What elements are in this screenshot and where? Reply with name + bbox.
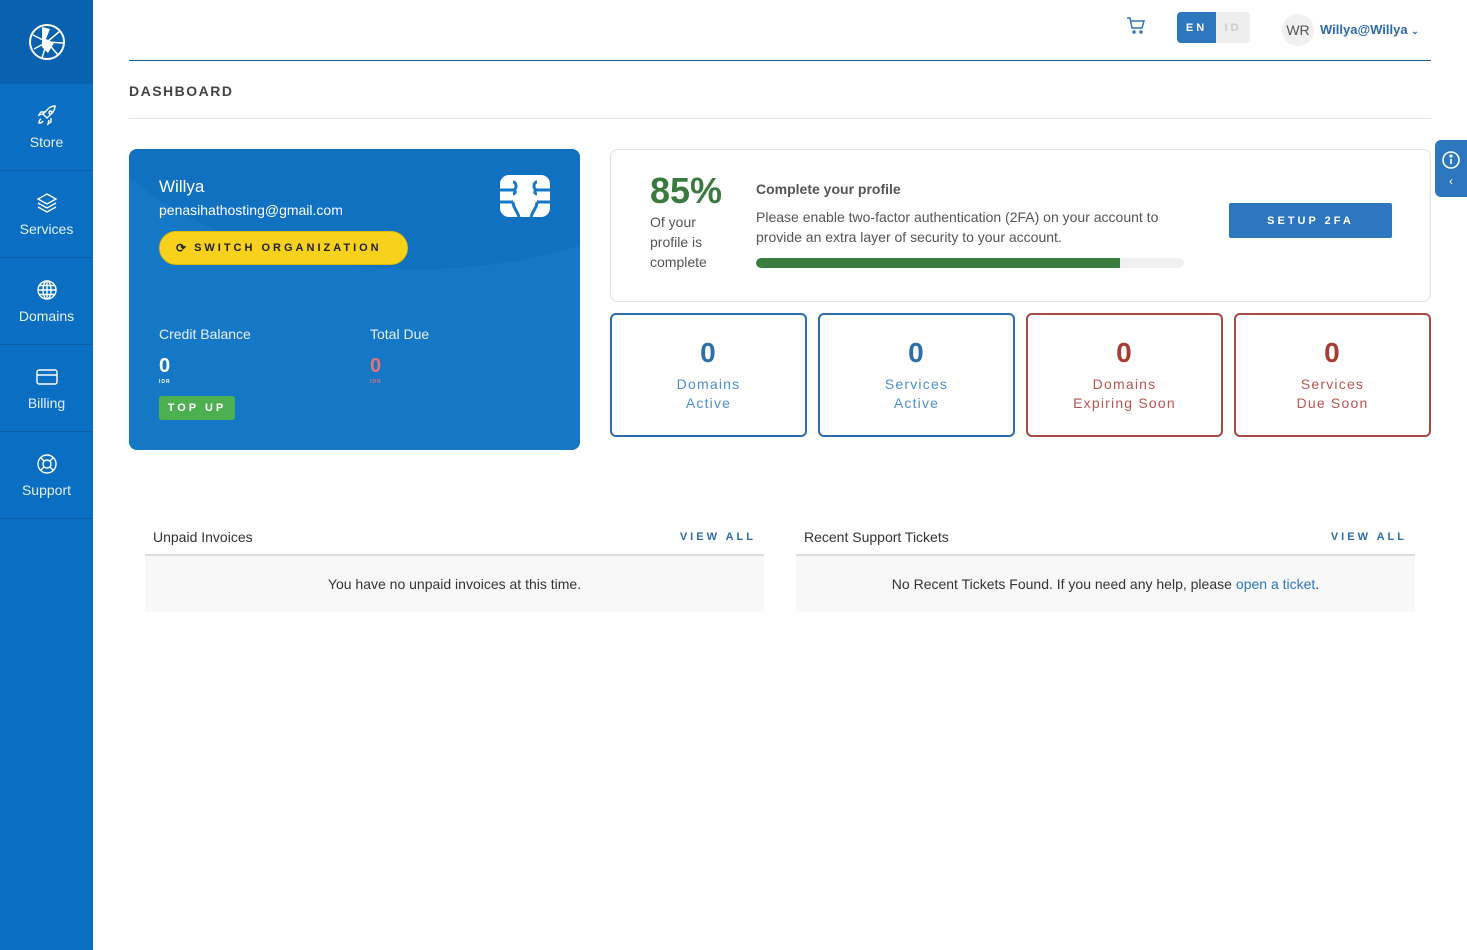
progress-fill bbox=[756, 258, 1120, 268]
stat-label: Due Soon bbox=[1296, 395, 1369, 411]
rocket-icon bbox=[36, 105, 56, 126]
profile-percent: 85% bbox=[650, 170, 723, 211]
stat-label: Services bbox=[1300, 376, 1365, 392]
sidebar-item-store[interactable]: Store bbox=[0, 84, 93, 171]
recent-tickets-section: Recent Support Tickets VIEW ALL No Recent… bbox=[796, 520, 1415, 612]
stat-domains-expiring[interactable]: 0 Domains Expiring Soon bbox=[1026, 313, 1223, 437]
avatar[interactable]: WR bbox=[1282, 14, 1314, 46]
stat-value: 0 bbox=[1116, 337, 1133, 368]
lang-id-button[interactable]: ID bbox=[1216, 12, 1250, 43]
card-chip-icon bbox=[500, 175, 550, 218]
profile-percent-caption: Of your profile is complete bbox=[650, 214, 707, 270]
credit-balance-label: Credit Balance bbox=[159, 326, 251, 342]
stat-label: Domains bbox=[1092, 376, 1157, 392]
total-due-label: Total Due bbox=[370, 326, 430, 342]
stat-services-active[interactable]: 0 Services Active bbox=[818, 313, 1015, 437]
stat-label: Active bbox=[685, 395, 732, 411]
account-email: penasihathosting@gmail.com bbox=[159, 202, 343, 218]
empty-message: No Recent Tickets Found. If you need any… bbox=[891, 576, 1232, 592]
refresh-icon: ⟳ bbox=[176, 241, 187, 255]
sidebar-item-support[interactable]: Support bbox=[0, 432, 93, 519]
profile-completion-panel: 85% Of your profile is complete Complete… bbox=[610, 149, 1431, 302]
profile-text: Please enable two-factor authentication … bbox=[756, 209, 1159, 245]
sidebar-item-label: Support bbox=[21, 482, 72, 498]
switch-organization-button[interactable]: ⟳ SWITCH ORGANIZATION bbox=[159, 231, 408, 265]
sidebar-item-billing[interactable]: Billing bbox=[0, 345, 93, 432]
stat-value: 0 bbox=[908, 337, 925, 368]
language-switch: EN ID bbox=[1177, 12, 1250, 43]
layers-icon bbox=[36, 193, 57, 213]
account-card: Willya penasihathosting@gmail.com ⟳ SWIT… bbox=[129, 149, 580, 450]
page-title: DASHBOARD bbox=[129, 83, 234, 99]
message-suffix: . bbox=[1315, 576, 1320, 592]
setup-2fa-button[interactable]: SETUP 2FA bbox=[1229, 203, 1392, 238]
empty-message: You have no unpaid invoices at this time… bbox=[327, 576, 582, 592]
profile-title: Complete your profile bbox=[756, 181, 901, 197]
top-up-button[interactable]: TOP UP bbox=[159, 396, 235, 420]
globe-icon bbox=[36, 280, 57, 300]
stat-value: 0 bbox=[700, 337, 717, 368]
unpaid-invoices-section: Unpaid Invoices VIEW ALL You have no unpa… bbox=[145, 520, 764, 612]
stat-label: Active bbox=[893, 395, 940, 411]
sidebar-item-label: Billing bbox=[27, 395, 66, 411]
chevron-left-icon: ‹ bbox=[1449, 173, 1453, 188]
open-ticket-link[interactable]: open a ticket bbox=[1235, 576, 1316, 592]
stat-label: Expiring Soon bbox=[1073, 395, 1176, 411]
switch-label: SWITCH ORGANIZATION bbox=[194, 242, 382, 254]
info-panel-toggle[interactable]: ‹ bbox=[1435, 140, 1467, 197]
view-all-tickets-link[interactable]: VIEW ALL bbox=[1330, 531, 1407, 543]
account-name: Willya bbox=[159, 177, 205, 196]
sidebar: Store Services Domains Billing Support bbox=[0, 0, 93, 950]
sidebar-item-label: Store bbox=[29, 134, 64, 150]
info-icon bbox=[1442, 150, 1460, 169]
user-menu[interactable]: Willya@Willya ⌄ bbox=[1320, 22, 1419, 37]
cart-icon[interactable] bbox=[1126, 16, 1146, 36]
top-bar: EN ID WR Willya@Willya ⌄ bbox=[129, 0, 1431, 61]
credit-card-icon bbox=[35, 369, 58, 385]
view-all-invoices-link[interactable]: VIEW ALL bbox=[679, 531, 756, 543]
stat-services-due[interactable]: 0 Services Due Soon bbox=[1234, 313, 1431, 437]
sidebar-item-services[interactable]: Services bbox=[0, 171, 93, 258]
stat-value: 0 bbox=[1324, 337, 1341, 368]
chevron-down-icon: ⌄ bbox=[1411, 26, 1419, 36]
logo[interactable] bbox=[0, 0, 93, 84]
lang-en-button[interactable]: EN bbox=[1177, 12, 1216, 43]
stat-domains-active[interactable]: 0 Domains Active bbox=[610, 313, 807, 437]
stat-label: Services bbox=[884, 376, 949, 392]
sidebar-item-domains[interactable]: Domains bbox=[0, 258, 93, 345]
sidebar-item-label: Services bbox=[19, 221, 74, 237]
section-title: Recent Support Tickets bbox=[804, 529, 949, 545]
credit-balance-value: 0 bbox=[159, 355, 171, 377]
divider bbox=[129, 118, 1431, 119]
section-title: Unpaid Invoices bbox=[153, 529, 253, 545]
total-due-value: 0 bbox=[370, 355, 382, 377]
user-name: Willya@Willya bbox=[1320, 22, 1408, 37]
sidebar-item-label: Domains bbox=[18, 308, 75, 324]
credit-currency: IDR bbox=[159, 379, 171, 385]
lifebuoy-icon bbox=[36, 454, 57, 474]
due-currency: IDR bbox=[370, 379, 382, 385]
logo-icon bbox=[28, 24, 65, 60]
profile-progress-bar bbox=[756, 258, 1184, 268]
stat-label: Domains bbox=[676, 376, 741, 392]
